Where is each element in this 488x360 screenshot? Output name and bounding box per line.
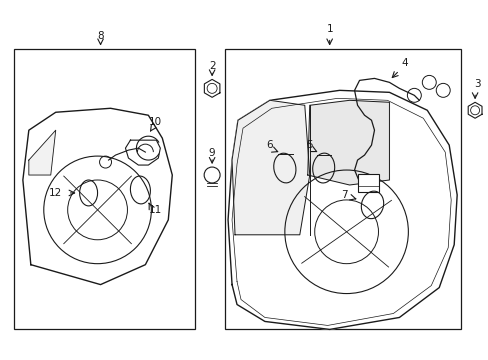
Text: 2: 2	[208, 62, 215, 71]
Text: 5: 5	[306, 140, 312, 150]
Bar	[224, 49, 460, 329]
Polygon shape	[125, 140, 160, 165]
Text: 11: 11	[148, 205, 162, 215]
Polygon shape	[232, 100, 309, 235]
Polygon shape	[227, 90, 456, 329]
Text: 7: 7	[341, 190, 347, 200]
Bar	[14, 49, 195, 329]
Text: 3: 3	[473, 79, 479, 89]
Bar	[357, 174, 379, 192]
Polygon shape	[23, 108, 172, 285]
Polygon shape	[307, 100, 388, 185]
Text: 6: 6	[266, 140, 273, 150]
Text: 12: 12	[49, 188, 62, 198]
Text: 9: 9	[208, 148, 215, 158]
Polygon shape	[204, 80, 220, 97]
Text: 8: 8	[97, 31, 103, 41]
Text: 4: 4	[400, 58, 407, 68]
Polygon shape	[29, 130, 56, 175]
Polygon shape	[467, 102, 481, 118]
Text: 10: 10	[148, 117, 162, 127]
Text: 1: 1	[325, 24, 332, 33]
